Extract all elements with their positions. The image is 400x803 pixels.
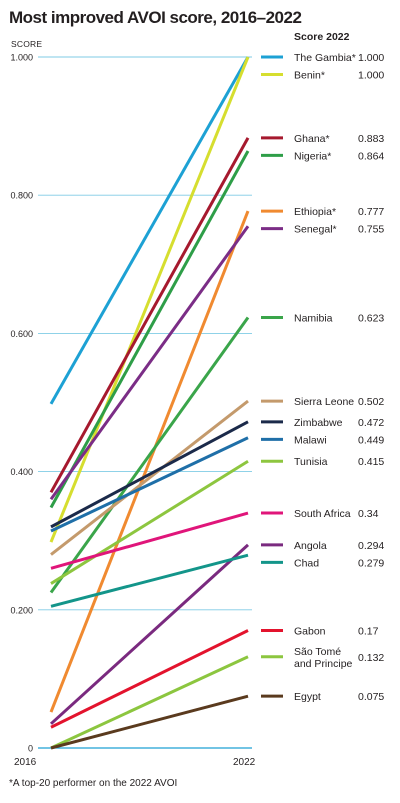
series-line	[50, 694, 249, 750]
y-axis-label: SCORE	[11, 39, 43, 49]
series-line	[49, 56, 250, 405]
legend-value: 0.449	[358, 434, 384, 446]
legend-label: Namibia	[294, 313, 333, 325]
legend-label: The Gambia*	[294, 52, 356, 64]
legend-value: 1.000	[358, 52, 384, 64]
y-tick-label: 0.800	[10, 191, 33, 201]
legend-value: 0.472	[358, 417, 384, 429]
legend-label: Zimbabwe	[294, 417, 343, 429]
legend-title: Score 2022	[294, 31, 350, 43]
legend-label: South Africa	[294, 508, 351, 520]
x-tick-label: 2016	[14, 757, 37, 768]
chart-title: Most improved AVOI score, 2016–2022	[9, 8, 302, 27]
legend-label: and Principe	[294, 658, 353, 670]
series-line	[50, 655, 249, 750]
series-line	[50, 553, 249, 608]
legend-value: 0.132	[358, 652, 384, 664]
legend-label: Malawi	[294, 434, 327, 446]
series-line	[50, 399, 249, 556]
legend-value: 0.075	[358, 691, 384, 703]
legend-value: 0.294	[358, 540, 384, 552]
legend-label: Senegal*	[294, 224, 337, 236]
legend-value: 0.883	[358, 133, 384, 145]
series-line	[49, 137, 250, 494]
y-tick-label: 0	[28, 744, 33, 754]
y-tick-label: 0.600	[10, 329, 33, 339]
legend-label: Benin*	[294, 70, 325, 82]
series-line	[49, 56, 250, 543]
legend-value: 0.415	[358, 456, 384, 468]
series-line	[50, 420, 249, 529]
legend-label: Angola	[294, 540, 327, 552]
legend-value: 0.502	[358, 396, 384, 408]
legend-value: 0.623	[358, 313, 384, 325]
series-line	[49, 543, 250, 725]
y-tick-label: 0.400	[10, 467, 33, 477]
legend-value: 1.000	[358, 70, 384, 82]
legend-value: 0.777	[358, 206, 384, 218]
series-line	[50, 436, 249, 533]
legend-value: 0.17	[358, 626, 379, 638]
legend-value: 0.279	[358, 557, 384, 569]
y-tick-label: 0.200	[10, 605, 33, 615]
series-line	[50, 511, 249, 570]
footnote: *A top-20 performer on the 2022 AVOI	[9, 778, 178, 789]
series-line	[49, 150, 250, 509]
x-tick-label: 2022	[233, 757, 256, 768]
series-line	[49, 210, 250, 713]
legend-label: Ghana*	[294, 133, 330, 145]
legend-label: Egypt	[294, 691, 321, 703]
legend-label: Sierra Leone	[294, 396, 354, 408]
legend-label: Tunisia	[294, 456, 328, 468]
y-tick-label: 1.000	[10, 53, 33, 63]
legend-value: 0.864	[358, 150, 384, 162]
legend-label: São Tomé	[294, 646, 341, 658]
series-line	[49, 225, 250, 501]
legend-value: 0.755	[358, 224, 384, 236]
legend-label: Nigeria*	[294, 150, 331, 162]
legend-label: Ethiopia*	[294, 206, 336, 218]
legend-label: Gabon	[294, 626, 326, 638]
series-line	[49, 316, 250, 594]
series-line	[50, 459, 249, 585]
legend-label: Chad	[294, 557, 319, 569]
series-line	[50, 629, 249, 729]
legend-value: 0.34	[358, 508, 379, 520]
